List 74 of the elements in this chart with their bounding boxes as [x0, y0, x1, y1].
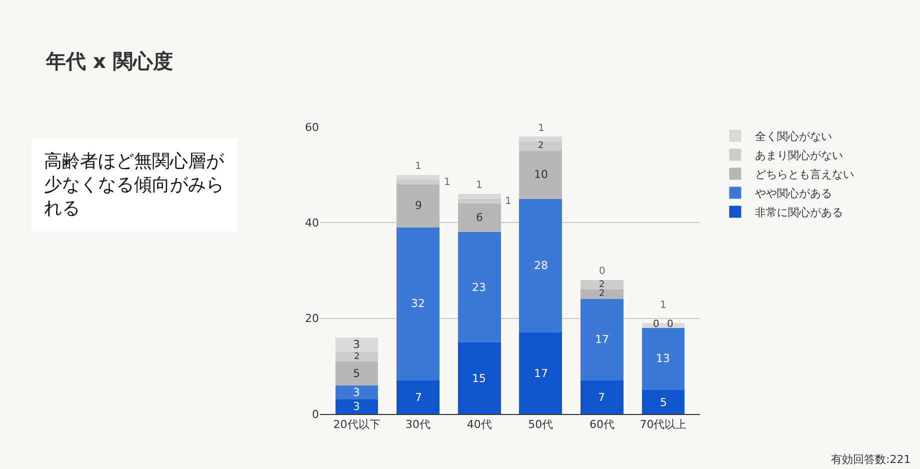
bar — [519, 198, 562, 333]
data-label: 13 — [656, 352, 670, 365]
data-label: 1 — [415, 161, 422, 172]
data-label: 2 — [599, 280, 605, 290]
data-label: 15 — [472, 372, 486, 385]
bar — [642, 390, 685, 414]
bar — [642, 328, 685, 390]
data-label: 2 — [354, 352, 360, 362]
y-tick-label: 20 — [305, 312, 319, 326]
data-label: 0 — [653, 319, 660, 330]
bar — [458, 198, 501, 204]
data-label: 9 — [415, 199, 422, 212]
text: 有効回答数:221 — [831, 453, 911, 466]
bar — [519, 141, 562, 151]
data-label: 17 — [595, 333, 609, 346]
data-label: 3 — [353, 400, 360, 413]
bar — [519, 332, 562, 414]
bar — [458, 342, 501, 414]
x-tick-label: 70代以上 — [640, 418, 687, 432]
data-label: 1 — [505, 196, 512, 207]
text: 高齢者ほど無関心層が少なくなる傾向がみられる — [44, 151, 225, 219]
data-label: 1 — [538, 123, 544, 134]
data-label: 23 — [472, 281, 486, 294]
bar — [396, 227, 440, 381]
y-tick-label: 60 — [305, 120, 319, 134]
data-label: 1 — [476, 180, 482, 191]
bar — [396, 380, 440, 414]
bar — [458, 204, 501, 232]
bar — [519, 136, 562, 142]
data-label: 3 — [353, 338, 360, 351]
data-label: 28 — [534, 259, 548, 272]
y-tick-label: 0 — [312, 408, 319, 421]
bar — [580, 280, 624, 290]
data-label: 10 — [534, 168, 548, 181]
data-label: 0 — [599, 266, 606, 277]
bar — [458, 232, 501, 342]
y-tick-label: 40 — [305, 216, 319, 230]
bar — [396, 184, 440, 228]
data-label: 3 — [353, 386, 360, 399]
data-label: 32 — [411, 297, 425, 310]
bar — [580, 299, 624, 381]
bar — [335, 361, 378, 386]
data-label: 2 — [599, 289, 605, 299]
bar — [580, 380, 624, 414]
data-label: 6 — [476, 211, 483, 224]
data-label: 0 — [667, 319, 674, 330]
legend-label: 非常に関心がある — [755, 206, 844, 220]
bar — [396, 180, 440, 184]
x-tick-label: 30代 — [406, 418, 431, 432]
data-label: 5 — [660, 396, 667, 409]
bar — [335, 337, 378, 352]
legend-label: 全く関心がない — [755, 130, 832, 144]
data-label: 5 — [353, 367, 360, 380]
bar — [580, 290, 624, 300]
x-tick-label: 60代 — [589, 418, 614, 432]
bar — [335, 400, 378, 414]
bar — [519, 150, 562, 199]
data-label: 1 — [444, 177, 450, 188]
bar — [396, 174, 440, 180]
x-tick-label: 20代以下 — [333, 418, 380, 432]
bar — [458, 194, 501, 199]
legend-label: あまり関心がない — [755, 149, 844, 162]
text: 年代 x 関心度 — [45, 48, 173, 73]
x-tick-label: 40代 — [466, 418, 492, 432]
x-tick-label: 50代 — [528, 418, 554, 432]
bar — [335, 352, 378, 362]
data-label: 7 — [415, 391, 422, 404]
data-label: 2 — [538, 141, 544, 151]
legend-label: どちらとも言えない — [755, 168, 854, 182]
legend-label: やや関心がある — [755, 187, 832, 200]
data-label: 7 — [598, 391, 605, 404]
bar — [335, 385, 378, 400]
data-label: 17 — [534, 367, 548, 380]
data-label: 1 — [660, 300, 666, 311]
